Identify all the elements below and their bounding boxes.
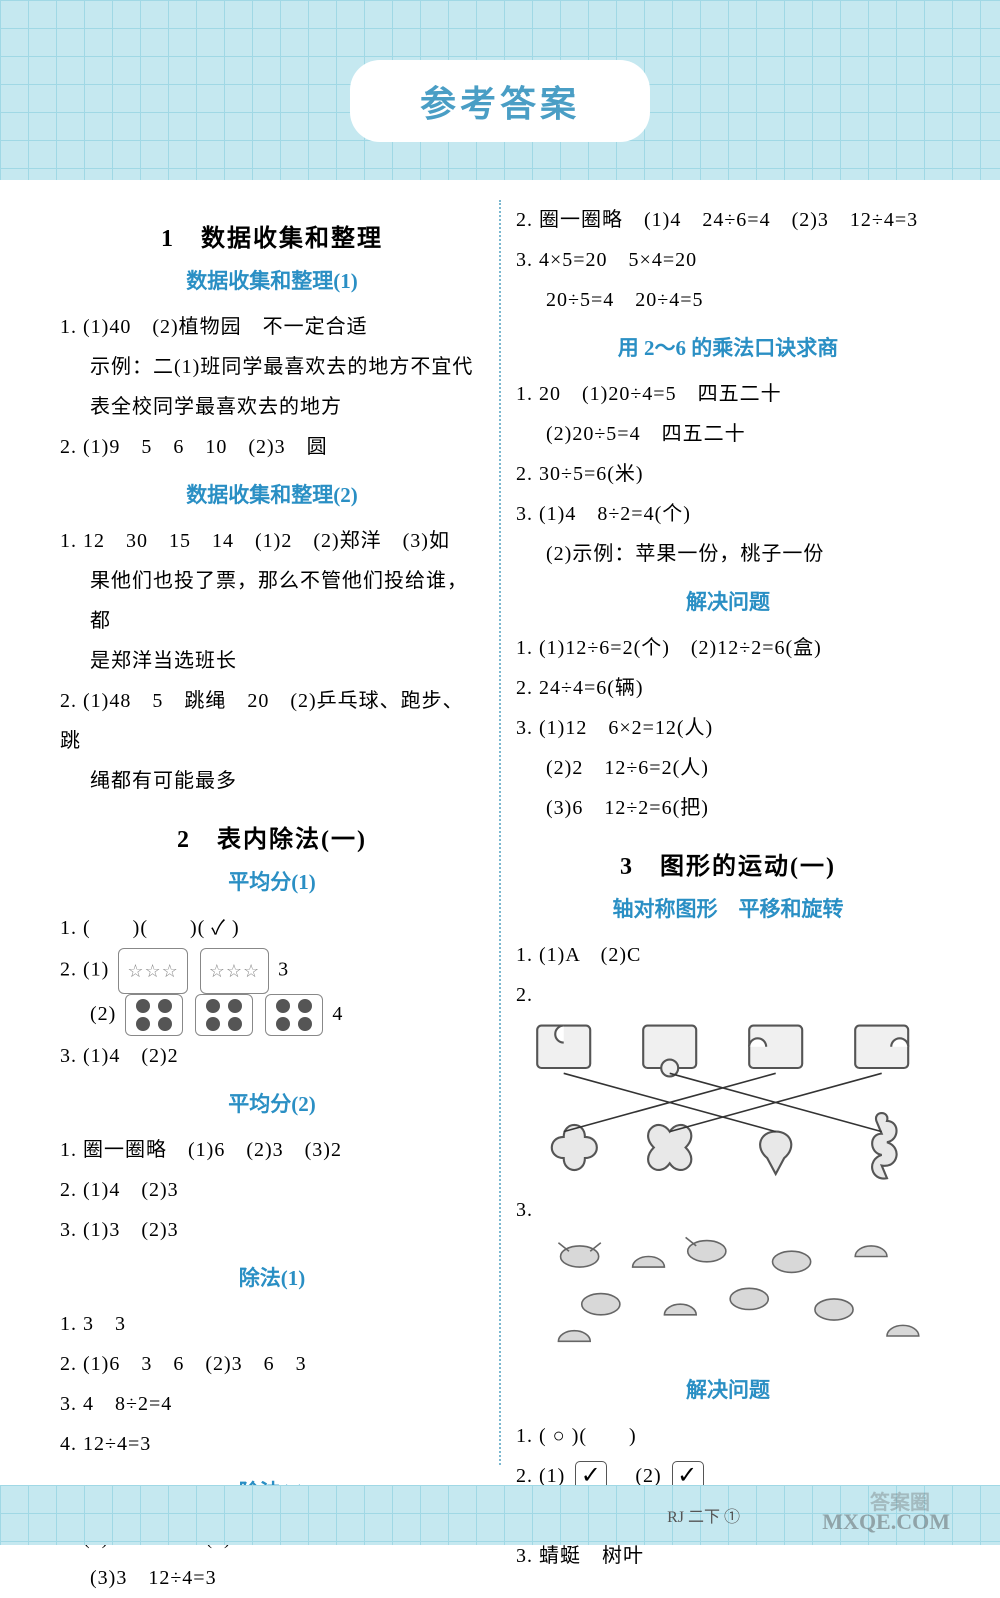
answer-label: 3. [516, 1190, 940, 1230]
chapter-2-title: 2 表内除法(一) [60, 819, 484, 854]
answer-text: 1. 3 3 [60, 1304, 484, 1344]
answer-text: 1. 圈一圈略 (1)6 (2)3 (3)2 [60, 1130, 484, 1170]
dot-group-icon [125, 994, 183, 1036]
answer-value: 4 [332, 1003, 343, 1025]
answer-text: 1. ( )( )( ✓ ) [60, 908, 484, 948]
answer-text: 20÷5=4 20÷4=5 [516, 280, 940, 320]
answer-text: 1. ( ○ )( ) [516, 1416, 940, 1456]
answer-text: (3)3 12÷4=3 [60, 1558, 484, 1598]
birds-diagram [516, 1230, 940, 1357]
answer-text: 1. (1)12÷6=2(个) (2)12÷2=6(盒) [516, 628, 940, 668]
answer-text: 1. (1)A (2)C [516, 935, 940, 975]
answer-text: 1. 12 30 15 14 (1)2 (2)郑洋 (3)如 [60, 521, 484, 561]
section-1-2: 数据收集和整理(2) [60, 479, 484, 509]
answer-text: 2. 30÷5=6(米) [516, 454, 940, 494]
answer-text: 2. (1)9 5 6 10 (2)3 圆 [60, 427, 484, 467]
answer-label: (2) [635, 1465, 661, 1487]
star-group-icon: ☆☆☆ [118, 948, 187, 994]
answer-text: 3. (1)4 (2)2 [60, 1036, 484, 1076]
section-1-1: 数据收集和整理(1) [60, 265, 484, 295]
answer-text: 示例：二(1)班同学最喜欢去的地方不宜代 [60, 347, 484, 387]
answer-text: 3. (1)3 (2)3 [60, 1210, 484, 1250]
answer-text: 2. (1)48 5 跳绳 20 (2)乒乓球、跑步、跳 [60, 681, 484, 761]
dot-group-icon [265, 994, 323, 1036]
answer-text: (2)2 12÷6=2(人) [516, 748, 940, 788]
section-2-2: 平均分(2) [60, 1088, 484, 1118]
answer-label: 2. [516, 975, 940, 1015]
answer-text: 2. (1)6 3 6 (2)3 6 3 [60, 1344, 484, 1384]
section-solve-problems: 解决问题 [516, 586, 940, 616]
answer-text: 1. (1)40 (2)植物园 不一定合适 [60, 307, 484, 347]
dot-group-icon [195, 994, 253, 1036]
answer-text: 果他们也投了票，那么不管他们投给谁，都 [60, 561, 484, 641]
answer-text: 绳都有可能最多 [60, 761, 484, 801]
column-divider [499, 200, 501, 1465]
right-column: 2. 圈一圈略 (1)4 24÷6=4 (2)3 12÷4=3 3. 4×5=2… [506, 200, 950, 1465]
answer-star-row: 2. (1) ☆☆☆ ☆☆☆ 3 [60, 948, 484, 994]
answer-text: 1. 20 (1)20÷4=5 四五二十 [516, 374, 940, 414]
answer-text: 表全校同学最喜欢去的地方 [60, 387, 484, 427]
answer-value: 3 [278, 959, 289, 981]
answer-label: 2. (1) [60, 959, 109, 981]
answer-text: 3. (1)4 8÷2=4(个) [516, 494, 940, 534]
answer-text: 4. 12÷4=3 [60, 1424, 484, 1464]
page-title: 参考答案 [350, 60, 650, 142]
answer-text: (3)6 12÷2=6(把) [516, 788, 940, 828]
answer-text: 2. 24÷4=6(辆) [516, 668, 940, 708]
content-area: 1 数据收集和整理 数据收集和整理(1) 1. (1)40 (2)植物园 不一定… [0, 180, 1000, 1485]
answer-text: 2. (1)4 (2)3 [60, 1170, 484, 1210]
answer-text: 3. (1)12 6×2=12(人) [516, 708, 940, 748]
answer-text: (2)20÷5=4 四五二十 [516, 414, 940, 454]
answer-text: 3. 4 8÷2=4 [60, 1384, 484, 1424]
section-3-2: 解决问题 [516, 1374, 940, 1404]
section-2-1: 平均分(1) [60, 866, 484, 896]
answer-text: 是郑洋当选班长 [60, 641, 484, 681]
answer-label: (2) [90, 1003, 116, 1025]
matching-diagram [516, 1015, 940, 1185]
section-3-1: 轴对称图形 平移和旋转 [516, 893, 940, 923]
section-2-3: 除法(1) [60, 1262, 484, 1292]
chapter-1-title: 1 数据收集和整理 [60, 218, 484, 253]
left-column: 1 数据收集和整理 数据收集和整理(1) 1. (1)40 (2)植物园 不一定… [50, 200, 494, 1465]
star-group-icon: ☆☆☆ [200, 948, 269, 994]
watermark-text: MXQE.COM [822, 1509, 950, 1535]
answer-text: 2. 圈一圈略 (1)4 24÷6=4 (2)3 12÷4=3 [516, 200, 940, 240]
answer-text: 3. 4×5=20 5×4=20 [516, 240, 940, 280]
chapter-3-title: 3 图形的运动(一) [516, 846, 940, 881]
page-number: RJ 二下 ① [667, 1503, 740, 1527]
section-mult-quotient: 用 2～6 的乘法口诀求商 [516, 332, 940, 362]
answer-label: 2. (1) [516, 1465, 565, 1487]
answer-dot-row: (2) 4 [60, 994, 484, 1036]
answer-text: (2)示例：苹果一份，桃子一份 [516, 534, 940, 574]
